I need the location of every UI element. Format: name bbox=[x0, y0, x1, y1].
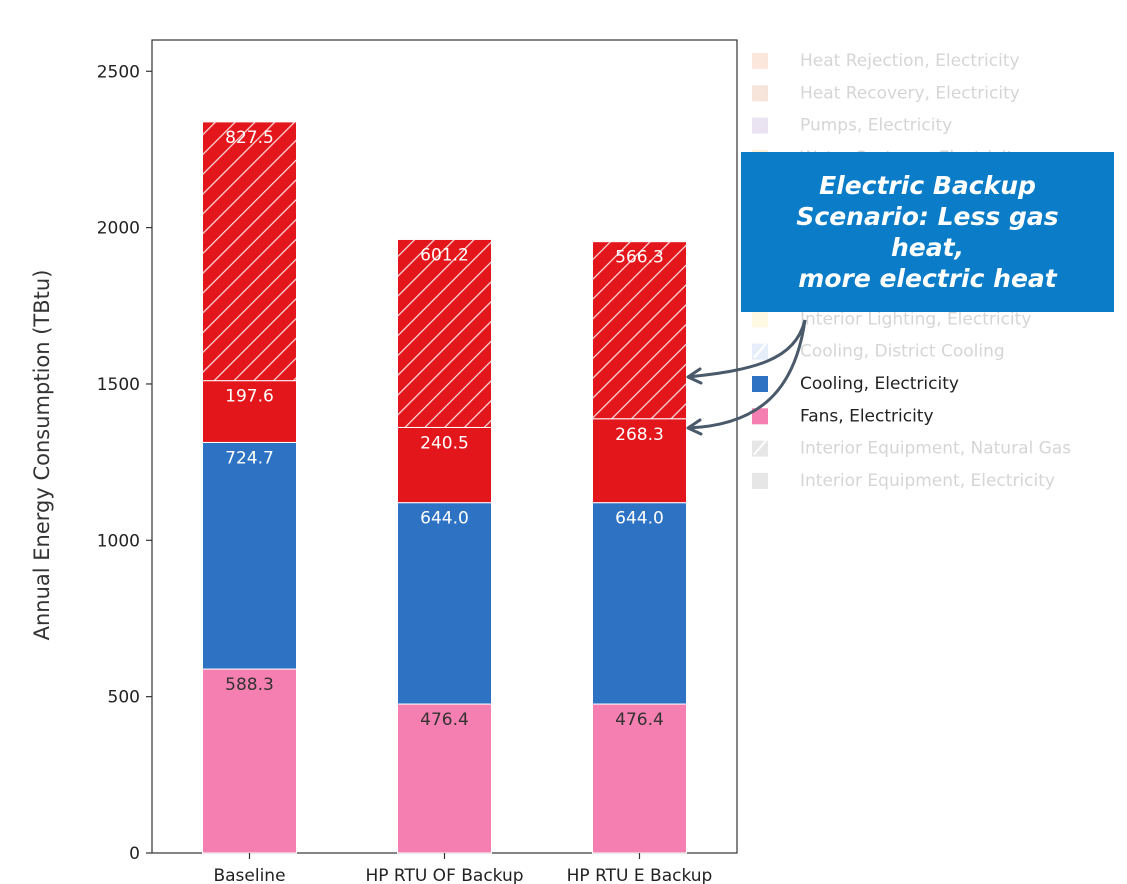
legend-item: Interior Equipment, Electricity bbox=[752, 471, 1055, 491]
legend-item: Heat Rejection, Electricity bbox=[752, 51, 1020, 71]
legend-label: Interior Equipment, Natural Gas bbox=[800, 439, 1071, 459]
callout-arrows bbox=[686, 319, 807, 436]
data-label: 588.3 bbox=[225, 675, 274, 695]
data-label: 197.6 bbox=[225, 387, 274, 407]
legend-swatch bbox=[752, 408, 768, 425]
callout-text: Electric Backup Scenario: Less gas heat,… bbox=[796, 171, 1059, 293]
legend-swatch bbox=[752, 343, 768, 360]
y-tick-label: 500 bbox=[108, 688, 140, 708]
legend-item: Cooling, District Cooling bbox=[752, 342, 1005, 362]
legend-label: Heat Recovery, Electricity bbox=[800, 83, 1020, 103]
bar-segment bbox=[202, 380, 297, 443]
data-label: 240.5 bbox=[420, 433, 469, 453]
data-label: 566.3 bbox=[615, 248, 664, 268]
y-tick-label: 1000 bbox=[97, 531, 140, 551]
legend-swatch bbox=[752, 376, 768, 392]
data-label: 476.4 bbox=[615, 710, 664, 730]
legend-label: Cooling, Electricity bbox=[800, 374, 959, 394]
data-label: 644.0 bbox=[615, 509, 664, 529]
y-axis-label: Annual Energy Consumption (TBtu) bbox=[30, 270, 54, 641]
legend-swatch bbox=[752, 117, 768, 134]
legend-item: Cooling, Electricity bbox=[752, 374, 959, 394]
data-label: 268.3 bbox=[615, 425, 664, 445]
y-tick-label: 0 bbox=[129, 844, 140, 864]
bar-segment bbox=[592, 703, 687, 854]
bar-segment bbox=[397, 426, 492, 504]
bar-segment bbox=[397, 703, 492, 854]
legend-item: Heat Recovery, Electricity bbox=[752, 83, 1020, 103]
data-label: 644.0 bbox=[420, 509, 469, 529]
y-tick-label: 1500 bbox=[97, 375, 140, 395]
x-category-label: HP RTU OF Backup bbox=[365, 866, 523, 884]
legend-label: Pumps, Electricity bbox=[800, 116, 952, 136]
legend-swatch bbox=[752, 53, 768, 69]
legend-swatch bbox=[752, 472, 768, 489]
bar-segment bbox=[397, 238, 492, 428]
data-label: 827.5 bbox=[225, 128, 274, 148]
legend-label: Cooling, District Cooling bbox=[800, 342, 1005, 362]
x-category-label: Baseline bbox=[213, 866, 285, 884]
legend-swatch bbox=[752, 85, 768, 102]
bar-segment bbox=[202, 441, 297, 670]
legend-swatch bbox=[752, 440, 768, 457]
legend-swatch-hatch bbox=[753, 343, 767, 359]
bar-segment bbox=[202, 121, 297, 382]
bar-segment bbox=[592, 241, 687, 420]
legend-label: Heat Rejection, Electricity bbox=[800, 51, 1020, 71]
legend-label: Interior Lighting, Electricity bbox=[800, 309, 1031, 329]
data-label: 601.2 bbox=[420, 245, 469, 265]
legend-swatch bbox=[752, 311, 768, 328]
bar-segment bbox=[397, 502, 492, 705]
callout-box: Electric Backup Scenario: Less gas heat,… bbox=[741, 152, 1114, 312]
legend-swatch-hatch bbox=[753, 439, 767, 456]
data-label: 724.7 bbox=[225, 448, 274, 468]
legend-item: Interior Equipment, Natural Gas bbox=[752, 439, 1071, 459]
y-tick-label: 2500 bbox=[97, 62, 140, 82]
bar-segment bbox=[592, 502, 687, 705]
y-tick-label: 2000 bbox=[97, 219, 140, 239]
bar-segment bbox=[202, 668, 297, 854]
data-label: 476.4 bbox=[420, 710, 469, 730]
legend-item: Pumps, Electricity bbox=[752, 116, 952, 136]
legend-label: Fans, Electricity bbox=[800, 406, 934, 426]
legend-label: Interior Equipment, Electricity bbox=[800, 471, 1055, 491]
legend-item: Interior Lighting, Electricity bbox=[752, 309, 1031, 329]
legend-item: Fans, Electricity bbox=[752, 406, 934, 426]
x-category-label: HP RTU E Backup bbox=[567, 866, 713, 884]
